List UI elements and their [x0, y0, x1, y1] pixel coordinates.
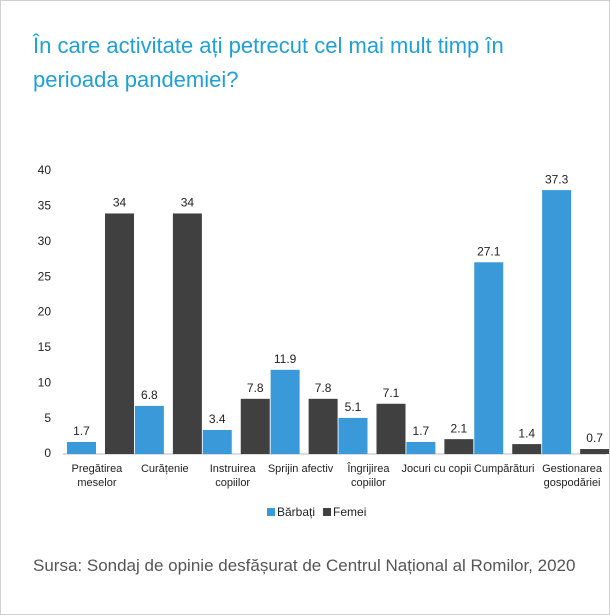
- source-note: Sursa: Sondaj de opinie desfășurat de Ce…: [33, 556, 576, 575]
- bar: [105, 213, 134, 454]
- bar: [308, 398, 338, 454]
- bar: [406, 441, 436, 454]
- data-label: 27.1: [477, 244, 501, 258]
- data-label: 2.1: [451, 421, 468, 435]
- legend-label: Bărbați: [277, 505, 315, 519]
- bar: [512, 444, 542, 454]
- y-tick-label: 0: [44, 446, 51, 460]
- y-tick-label: 20: [38, 305, 52, 319]
- y-tick-label: 10: [38, 375, 52, 389]
- y-tick-label: 25: [38, 269, 52, 283]
- x-tick-label: Gestionarea gospodăriei: [542, 463, 603, 489]
- data-label: 7.8: [315, 381, 332, 395]
- data-label: 37.3: [545, 172, 569, 186]
- chart-title: În care activitate ați petrecut cel mai …: [33, 33, 504, 92]
- bar: [444, 439, 474, 454]
- data-label: 7.1: [383, 386, 400, 400]
- data-label: 0.7: [586, 431, 603, 445]
- legend-swatch: [267, 508, 275, 516]
- y-tick-label: 30: [38, 234, 52, 248]
- data-label: 5.1: [345, 400, 362, 414]
- legend-swatch: [323, 508, 332, 516]
- data-label: 3.4: [209, 412, 226, 426]
- y-tick-label: 5: [44, 411, 51, 425]
- bar: [240, 398, 270, 454]
- bar: [67, 441, 96, 454]
- x-tick-label: Instruirea copiilor: [209, 463, 256, 489]
- x-tick-label: Pregătirea meselor: [71, 463, 123, 489]
- data-label: 7.8: [247, 381, 264, 395]
- bar: [270, 369, 300, 454]
- bar: [172, 213, 202, 454]
- data-label: 1.7: [73, 424, 90, 438]
- data-label: 1.7: [413, 424, 430, 438]
- bar: [376, 403, 406, 454]
- y-tick-label: 15: [38, 340, 52, 354]
- x-tick-label: Îngrijirea copiilor: [347, 463, 390, 489]
- y-tick-label: 35: [38, 199, 52, 213]
- bar: [580, 449, 609, 454]
- data-label: 34: [181, 196, 195, 210]
- bar: [202, 429, 232, 454]
- legend-label: Femei: [333, 505, 366, 519]
- data-label: 1.4: [518, 426, 535, 440]
- bar: [338, 417, 368, 454]
- x-tick-label: Jocuri cu copii: [401, 463, 472, 475]
- x-tick-label: Curățenie: [140, 463, 189, 475]
- data-label: 34: [113, 196, 127, 210]
- x-tick-label: Sprijin afectiv: [267, 463, 334, 475]
- y-tick-label: 40: [38, 163, 52, 177]
- data-label: 11.9: [274, 352, 297, 366]
- x-tick-label: Cumpărături: [473, 463, 535, 475]
- bar: [474, 262, 504, 454]
- bar: [134, 405, 164, 454]
- data-label: 6.8: [141, 388, 158, 402]
- bar: [542, 190, 572, 455]
